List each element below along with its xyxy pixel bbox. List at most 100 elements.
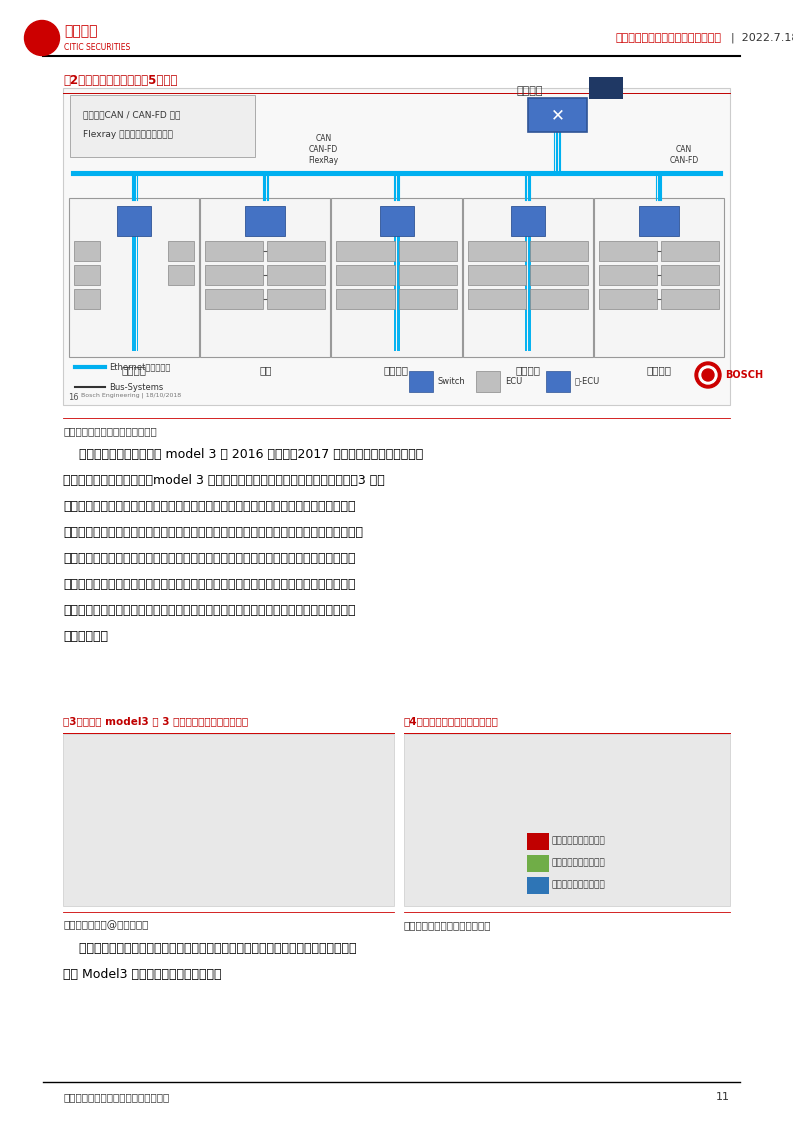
FancyBboxPatch shape [476, 371, 500, 392]
FancyBboxPatch shape [404, 734, 730, 905]
Text: CAM: CAM [80, 248, 94, 254]
Text: 驾驶辅助: 驾驶辅助 [121, 365, 147, 375]
Text: CAN
CAN-FD
FlexRay: CAN CAN-FD FlexRay [308, 134, 339, 165]
Text: CAM: CAM [174, 273, 188, 277]
Text: BOSCH: BOSCH [725, 370, 763, 380]
FancyBboxPatch shape [74, 241, 100, 261]
Text: ✕: ✕ [550, 105, 565, 125]
Text: RADAR: RADAR [76, 296, 98, 302]
Text: RADAR: RADAR [76, 273, 98, 277]
Text: 制其附近的元器件，而非整车中的所有同类元器件，这样才能最大化减少车身布线复杂度，: 制其附近的元器件，而非整车中的所有同类元器件，这样才能最大化减少车身布线复杂度， [63, 526, 363, 539]
Text: 右车身控制器控制区域: 右车身控制器控制区域 [552, 858, 605, 867]
Text: 中央网关: 中央网关 [516, 86, 542, 96]
FancyBboxPatch shape [661, 265, 719, 285]
Text: 安全: 安全 [259, 365, 271, 375]
Text: 资料来源：智驾最前沿微信公众号: 资料来源：智驾最前沿微信公众号 [63, 426, 157, 436]
Text: Switch: Switch [438, 377, 465, 386]
FancyBboxPatch shape [599, 241, 657, 261]
FancyBboxPatch shape [205, 265, 263, 285]
Circle shape [695, 362, 721, 388]
Text: 图3：特斯拉 model3 的 3 个车身控制器（红色部分）: 图3：特斯拉 model3 的 3 个车身控制器（红色部分） [63, 716, 248, 726]
Text: DLC: DLC [596, 83, 615, 92]
FancyBboxPatch shape [399, 265, 457, 285]
Text: 布线的复杂度，但是也要求三个车身域要实现彻底的软硬件解耦，对厂商的软件能力的要: 布线的复杂度，但是也要求三个车身域要实现彻底的软硬件解耦，对厂商的软件能力的要 [63, 604, 355, 617]
Text: 其在 Model3 车身上的位置如下图所示。: 其在 Model3 车身上的位置如下图所示。 [63, 968, 221, 981]
Circle shape [34, 30, 50, 46]
FancyBboxPatch shape [74, 289, 100, 309]
FancyBboxPatch shape [468, 241, 526, 261]
FancyBboxPatch shape [527, 855, 549, 872]
Circle shape [702, 369, 714, 381]
Text: 资料来源：知乎@冷酷的冬瓜: 资料来源：知乎@冷酷的冬瓜 [63, 920, 148, 930]
FancyBboxPatch shape [336, 289, 394, 309]
FancyBboxPatch shape [267, 241, 325, 261]
Text: 以下分别介绍三个车身控制器的情况，车身域分为前车身域、左车身域、右车身域，: 以下分别介绍三个车身控制器的情况，车身域分为前车身域、左车身域、右车身域， [63, 942, 357, 955]
FancyBboxPatch shape [336, 265, 394, 285]
Text: 16: 16 [68, 393, 79, 402]
Text: 以太网，CAN / CAN-FD 以及: 以太网，CAN / CAN-FD 以及 [83, 110, 180, 119]
Text: 娱乐信息: 娱乐信息 [515, 365, 540, 375]
FancyBboxPatch shape [661, 241, 719, 261]
FancyBboxPatch shape [245, 206, 285, 236]
Text: CAM: CAM [174, 248, 188, 254]
Text: ECU: ECU [505, 377, 522, 386]
Text: CAN
CAN-FD: CAN CAN-FD [669, 145, 699, 165]
Text: Ethernet（以太网）: Ethernet（以太网） [109, 362, 170, 371]
Text: Bosch Engineering | 18/10/2018: Bosch Engineering | 18/10/2018 [81, 393, 181, 398]
FancyBboxPatch shape [267, 265, 325, 285]
FancyBboxPatch shape [205, 289, 263, 309]
FancyBboxPatch shape [661, 289, 719, 309]
Circle shape [699, 366, 717, 384]
FancyBboxPatch shape [462, 197, 593, 357]
Text: 求大大提高。: 求大大提高。 [63, 629, 108, 643]
FancyBboxPatch shape [530, 241, 588, 261]
FancyBboxPatch shape [168, 241, 194, 261]
FancyBboxPatch shape [527, 876, 549, 893]
FancyBboxPatch shape [331, 197, 462, 357]
Text: 新能源汽车行业特斯拉系列研究专题: 新能源汽车行业特斯拉系列研究专题 [616, 33, 722, 43]
Text: ✕: ✕ [523, 217, 532, 226]
Text: Bus-Systems: Bus-Systems [109, 383, 163, 392]
FancyBboxPatch shape [63, 734, 393, 905]
FancyBboxPatch shape [409, 371, 433, 392]
FancyBboxPatch shape [380, 206, 413, 236]
Text: CITIC SECURITIES: CITIC SECURITIES [64, 43, 130, 52]
FancyBboxPatch shape [200, 197, 331, 357]
FancyBboxPatch shape [117, 206, 151, 236]
Text: 几乎处于同一时期。然而，model 3 的域控制器架构核心直接从功能变成了位置，3 个车: 几乎处于同一时期。然而，model 3 的域控制器架构核心直接从功能变成了位置，… [63, 473, 385, 487]
FancyBboxPatch shape [468, 265, 526, 285]
FancyBboxPatch shape [74, 265, 100, 285]
Text: 资料来源：汽车小将微信公众号: 资料来源：汽车小将微信公众号 [404, 920, 491, 930]
FancyBboxPatch shape [336, 241, 394, 261]
Text: 身控制器就集中体现了特斯拉造车的新思路。按照特斯拉的思路，每个控制器应该负责控: 身控制器就集中体现了特斯拉造车的新思路。按照特斯拉的思路，每个控制器应该负责控 [63, 500, 355, 513]
FancyBboxPatch shape [530, 265, 588, 285]
Text: 充分发挥当今芯片的通用性和高性能，降低汽车开发和制造成本。所以特斯拉的三个车身: 充分发挥当今芯片的通用性和高性能，降低汽车开发和制造成本。所以特斯拉的三个车身 [63, 552, 355, 565]
FancyBboxPatch shape [399, 289, 457, 309]
Text: 左车身控制器控制区域: 左车身控制器控制区域 [552, 836, 605, 845]
Text: 11: 11 [716, 1092, 730, 1102]
FancyBboxPatch shape [589, 77, 623, 99]
Text: ✕: ✕ [417, 376, 425, 386]
FancyBboxPatch shape [511, 206, 545, 236]
Circle shape [29, 26, 55, 50]
FancyBboxPatch shape [546, 371, 570, 392]
FancyBboxPatch shape [599, 289, 657, 309]
Circle shape [25, 20, 59, 55]
Text: 请务必阅读正文之后的免责条款和声明: 请务必阅读正文之后的免责条款和声明 [63, 1092, 169, 1102]
Text: 图2：博世提出的汽车控制5域架构: 图2：博世提出的汽车控制5域架构 [63, 74, 178, 88]
FancyBboxPatch shape [599, 265, 657, 285]
Text: 车辆运动: 车辆运动 [384, 365, 409, 375]
FancyBboxPatch shape [527, 833, 549, 849]
Text: 图4：三个域控制器按照位置分工: 图4：三个域控制器按照位置分工 [404, 716, 498, 726]
FancyBboxPatch shape [399, 241, 457, 261]
FancyBboxPatch shape [168, 265, 194, 285]
Text: 车身电子: 车身电子 [646, 365, 672, 375]
FancyBboxPatch shape [528, 98, 587, 132]
FancyBboxPatch shape [267, 289, 325, 309]
Text: 前车身控制器控制区域: 前车身控制器控制区域 [552, 880, 605, 889]
Text: 域-ECU: 域-ECU [575, 377, 600, 386]
Text: 与博世形成对比，特斯拉 model 3 在 2016 年发布，2017 年量产上市，与博世的报告: 与博世形成对比，特斯拉 model 3 在 2016 年发布，2017 年量产上… [63, 448, 423, 461]
FancyBboxPatch shape [63, 88, 730, 405]
Text: |  2022.7.18: | 2022.7.18 [724, 33, 793, 44]
Text: Flexray 连接到一个中央网关上: Flexray 连接到一个中央网关上 [83, 130, 173, 139]
